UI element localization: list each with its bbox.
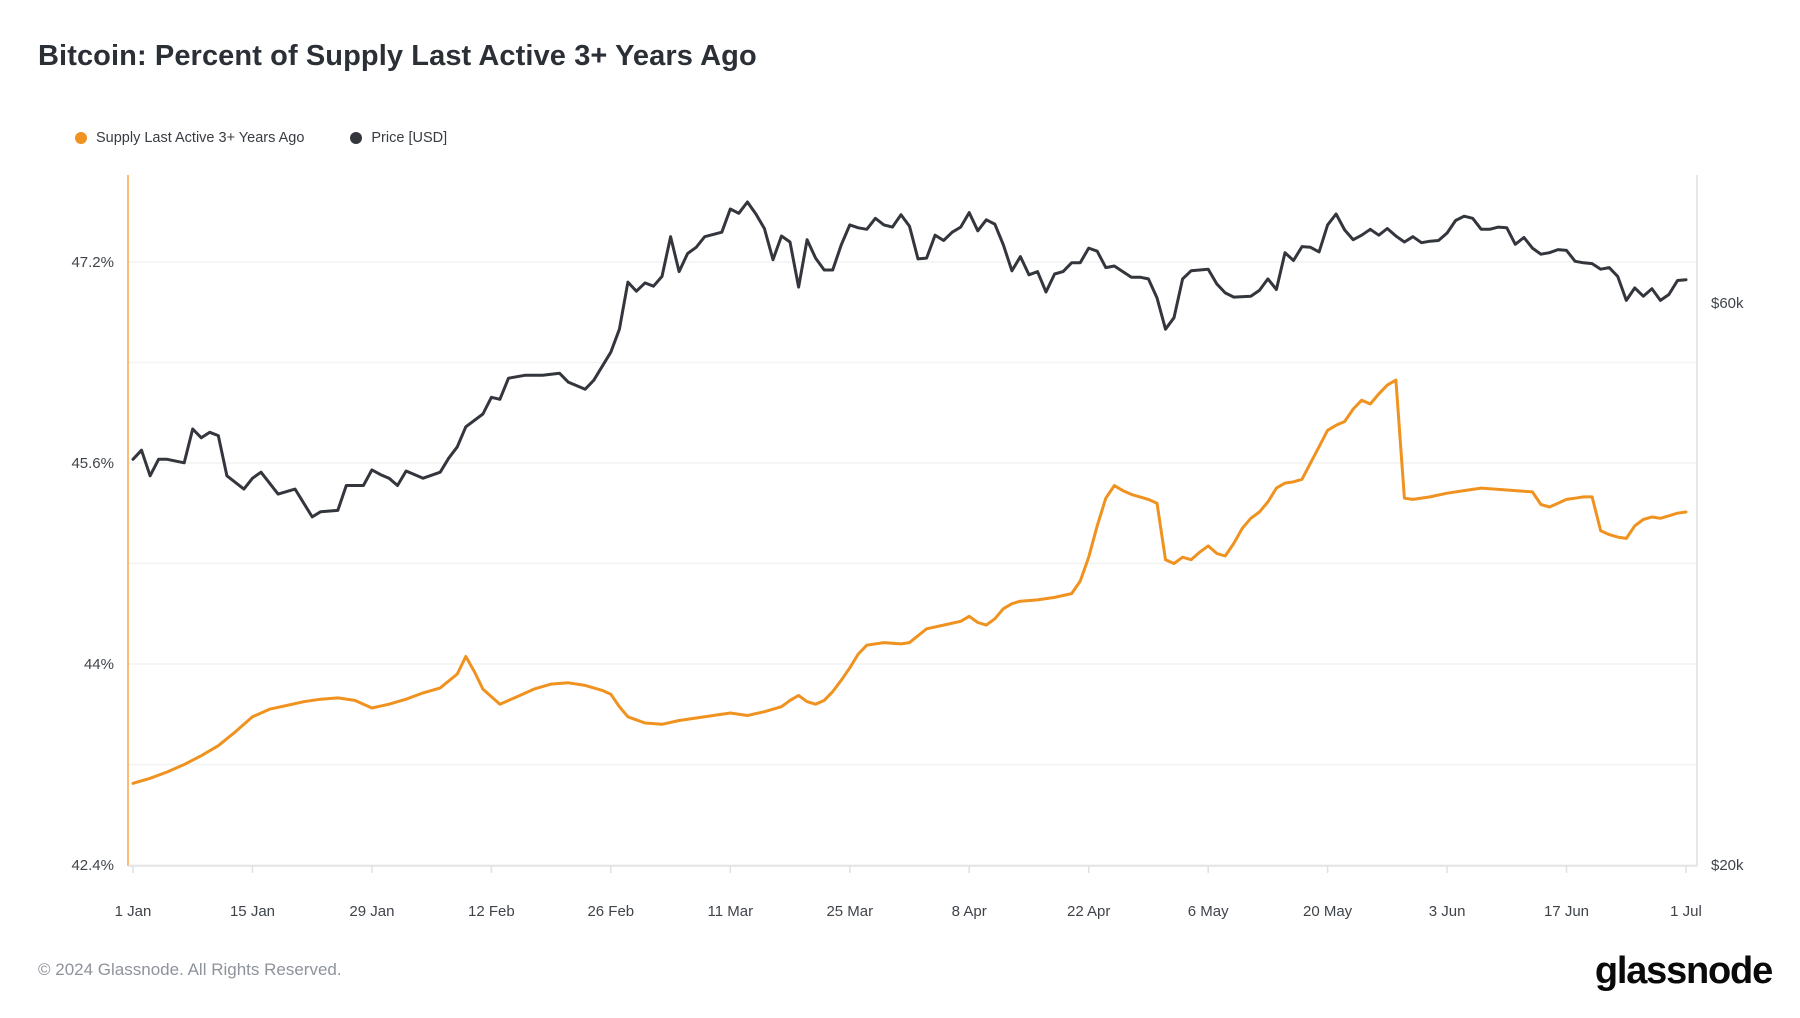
y-axis-tick-label-left: 45.6%	[71, 455, 114, 472]
x-axis-tick-label: 6 May	[1188, 903, 1229, 920]
x-axis-tick-label: 12 Feb	[468, 903, 515, 920]
x-axis-tick-label: 17 Jun	[1544, 903, 1589, 920]
legend-label-supply: Supply Last Active 3+ Years Ago	[96, 130, 305, 146]
x-axis-tick-label: 1 Jan	[115, 903, 152, 920]
x-axis-tick-label: 15 Jan	[230, 903, 275, 920]
x-axis-tick-label: 1 Jul	[1670, 903, 1702, 920]
x-axis-tick-label: 22 Apr	[1067, 903, 1110, 920]
y-axis-tick-label-left: 42.4%	[71, 857, 114, 874]
supply-line	[131, 378, 1688, 785]
x-axis-tick-label: 3 Jun	[1429, 903, 1466, 920]
legend-label-price: Price [USD]	[371, 130, 448, 146]
glassnode-logo: glassnode	[1594, 950, 1773, 992]
price-legend-dot-icon	[350, 132, 363, 144]
x-axis-tick-label: 26 Feb	[587, 903, 634, 920]
footer-copyright: © 2024 Glassnode. All Rights Reserved.	[38, 960, 342, 979]
legend-item-supply: Supply Last Active 3+ Years Ago	[75, 130, 304, 146]
y-axis-tick-label-right: $60k	[1711, 295, 1744, 312]
x-axis-tick-label: 8 Apr	[952, 903, 987, 920]
y-axis-tick-label-left: 44%	[84, 656, 114, 673]
price-line	[131, 200, 1688, 519]
x-axis-tick-label: 11 Mar	[708, 903, 754, 920]
legend: Supply Last Active 3+ Years Ago Price [U…	[75, 130, 447, 146]
x-axis-tick-label: 29 Jan	[349, 903, 394, 920]
page-title: Bitcoin: Percent of Supply Last Active 3…	[38, 40, 757, 72]
y-axis-tick-label-left: 47.2%	[71, 254, 114, 271]
supply-legend-dot-icon	[75, 132, 87, 144]
x-axis-tick-label: 25 Mar	[826, 903, 873, 920]
y-axis-tick-label-right: $20k	[1711, 857, 1744, 874]
legend-item-price: Price [USD]	[350, 130, 447, 146]
x-axis-tick-label: 20 May	[1303, 903, 1353, 920]
